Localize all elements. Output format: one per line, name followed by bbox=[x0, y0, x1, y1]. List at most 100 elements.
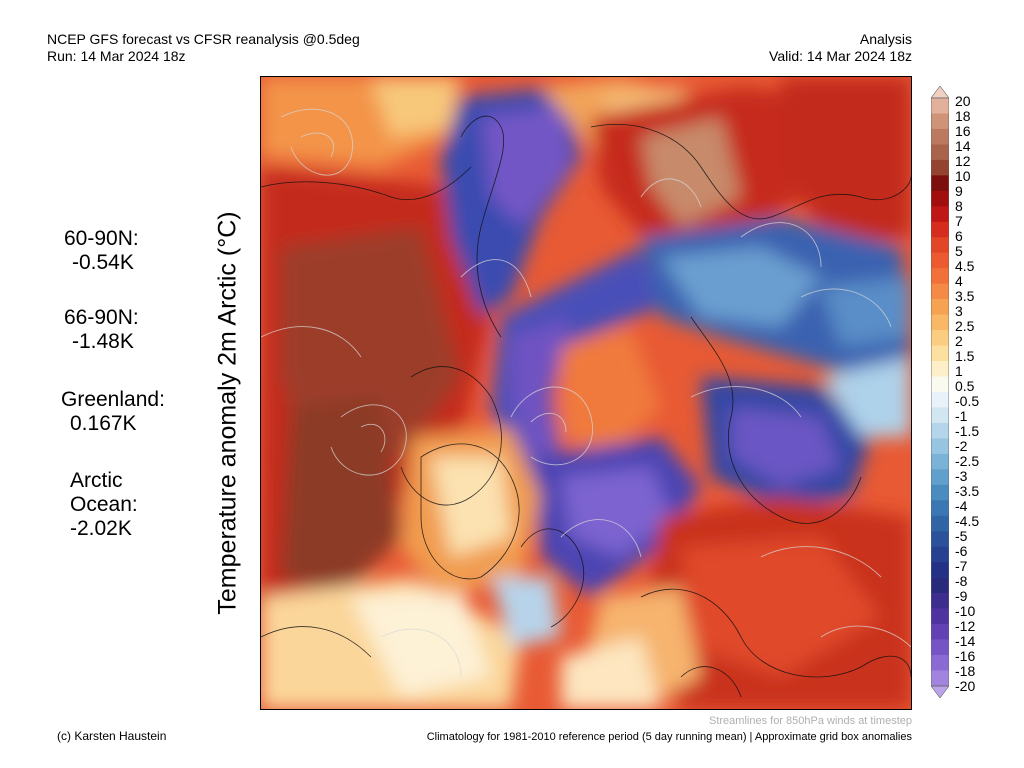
colorbar-swatch bbox=[931, 252, 949, 269]
colorbar-swatch bbox=[931, 655, 949, 671]
colorbar-tick-label: 0.5 bbox=[955, 378, 975, 394]
anomaly-field bbox=[261, 77, 911, 709]
colorbar-swatch bbox=[931, 113, 949, 130]
stat-arctic-ocean: Arctic Ocean: -2.02K bbox=[70, 469, 138, 541]
colorbar-swatch bbox=[931, 237, 949, 254]
colorbar-tick-label: 20 bbox=[955, 93, 971, 109]
colorbar-swatch bbox=[931, 546, 949, 563]
colorbar-tick-label: -2.5 bbox=[955, 453, 980, 469]
colorbar-swatch bbox=[931, 221, 949, 238]
colorbar-swatch bbox=[931, 330, 949, 346]
colorbar-swatch bbox=[931, 376, 949, 393]
colorbar-tick-label: -9 bbox=[955, 588, 968, 604]
colorbar-swatch bbox=[931, 392, 949, 408]
colorbar-swatch bbox=[931, 469, 949, 486]
variable-label: Temperature anomaly 2m Arctic (°C) bbox=[213, 211, 242, 615]
valid-time: Valid: 14 Mar 2024 18z bbox=[769, 48, 912, 64]
colorbar-swatch bbox=[931, 128, 949, 145]
colorbar-swatch bbox=[931, 593, 949, 609]
colorbar bbox=[931, 86, 949, 698]
stat-region: 66-90N: bbox=[64, 306, 139, 329]
colorbar-tick-label: 16 bbox=[955, 123, 971, 139]
colorbar-tick-label: -3 bbox=[955, 468, 968, 484]
colorbar-tick-label: -8 bbox=[955, 573, 968, 589]
colorbar-max-arrow bbox=[931, 86, 949, 99]
colorbar-tick-label: 9 bbox=[955, 183, 963, 199]
title: NCEP GFS forecast vs CFSR reanalysis @0.… bbox=[47, 31, 360, 47]
colorbar-swatch bbox=[931, 422, 949, 439]
colorbar-tick-label: -1 bbox=[955, 408, 968, 424]
header-left: NCEP GFS forecast vs CFSR reanalysis @0.… bbox=[47, 31, 360, 65]
colorbar-tick-label: 10 bbox=[955, 168, 971, 184]
colorbar-swatch bbox=[931, 670, 949, 687]
stat-region: 60-90N: bbox=[64, 227, 139, 250]
colorbar-frame bbox=[931, 97, 949, 687]
colorbar-tick-label: -16 bbox=[955, 648, 976, 664]
stat-66-90n: 66-90N: -1.48K bbox=[64, 306, 139, 354]
colorbar-swatch bbox=[931, 438, 949, 455]
colorbar-tick-label: 4.5 bbox=[955, 258, 975, 274]
colorbar-swatch bbox=[931, 159, 949, 176]
colorbar-swatch bbox=[931, 345, 949, 362]
colorbar-tick-label: 3.5 bbox=[955, 288, 975, 304]
stat-greenland: Greenland: 0.167K bbox=[61, 388, 165, 436]
colorbar-tick-label: 2.5 bbox=[955, 318, 975, 334]
colorbar-tick-label: -7 bbox=[955, 558, 968, 574]
colorbar-swatch bbox=[931, 624, 949, 640]
colorbar-tick-label: 3 bbox=[955, 303, 963, 319]
colorbar-swatch bbox=[931, 577, 949, 594]
colorbar-tick-label: -5 bbox=[955, 528, 968, 544]
colorbar-tick-label: -18 bbox=[955, 663, 976, 679]
colorbar-swatch bbox=[931, 190, 949, 207]
run-time: Run: 14 Mar 2024 18z bbox=[47, 48, 186, 64]
colorbar-tick-label: 6 bbox=[955, 228, 963, 244]
colorbar-tick-label: -14 bbox=[955, 633, 976, 649]
anomaly-map bbox=[260, 76, 912, 710]
colorbar-tick-label: 1.5 bbox=[955, 348, 975, 364]
colorbar-tick-label: -4.5 bbox=[955, 513, 980, 529]
colorbar-tick-label: 12 bbox=[955, 153, 971, 169]
colorbar-tick-label: 14 bbox=[955, 138, 971, 154]
colorbar-tick-label: 18 bbox=[955, 108, 971, 124]
colorbar-swatch bbox=[931, 531, 949, 548]
stat-region: Greenland: bbox=[61, 388, 165, 411]
climatology-note: Climatology for 1981-2010 reference peri… bbox=[426, 731, 912, 743]
credit: (c) Karsten Haustein bbox=[57, 729, 167, 743]
colorbar-tick-label: -4 bbox=[955, 498, 968, 514]
colorbar-swatch bbox=[931, 484, 949, 501]
colorbar-swatch bbox=[931, 299, 949, 315]
header-right: Analysis Valid: 14 Mar 2024 18z bbox=[769, 31, 912, 65]
colorbar-swatch bbox=[931, 283, 949, 300]
colorbar-swatch bbox=[931, 206, 949, 223]
streamline-note: Streamlines for 850hPa winds at timestep bbox=[709, 715, 912, 727]
stat-value: 0.167K bbox=[70, 412, 137, 435]
colorbar-tick-label: 2 bbox=[955, 333, 963, 349]
stat-value: -0.54K bbox=[72, 251, 134, 274]
colorbar-tick-label: -2 bbox=[955, 438, 968, 454]
stat-region: Arctic bbox=[70, 469, 123, 492]
colorbar-swatch bbox=[931, 144, 949, 161]
colorbar-tick-label: 1 bbox=[955, 363, 963, 379]
colorbar-tick-label: -3.5 bbox=[955, 483, 980, 499]
colorbar-tick-label: 8 bbox=[955, 198, 963, 214]
colorbar-swatch bbox=[931, 314, 949, 331]
colorbar-tick-label: -0.5 bbox=[955, 393, 980, 409]
colorbar-tick-label: -6 bbox=[955, 543, 968, 559]
colorbar-tick-label: -20 bbox=[955, 678, 976, 694]
stat-60-90n: 60-90N: -0.54K bbox=[64, 227, 139, 275]
colorbar-swatch bbox=[931, 407, 949, 424]
map-canvas bbox=[261, 77, 911, 709]
colorbar-swatch bbox=[931, 639, 949, 656]
coastlines bbox=[261, 115, 911, 698]
colorbar-tick-label: -12 bbox=[955, 618, 976, 634]
colorbar-swatch bbox=[931, 608, 949, 625]
colorbar-tick-label: -1.5 bbox=[955, 423, 980, 439]
colorbar-tick-label: -10 bbox=[955, 603, 976, 619]
colorbar-swatch bbox=[931, 268, 949, 284]
stat-region: Ocean: bbox=[70, 493, 138, 516]
colorbar-swatch bbox=[931, 453, 949, 470]
stat-value: -2.02K bbox=[70, 517, 132, 540]
colorbar-swatch bbox=[931, 515, 949, 532]
colorbar-swatch bbox=[931, 500, 949, 517]
colorbar-tick-label: 5 bbox=[955, 243, 963, 259]
